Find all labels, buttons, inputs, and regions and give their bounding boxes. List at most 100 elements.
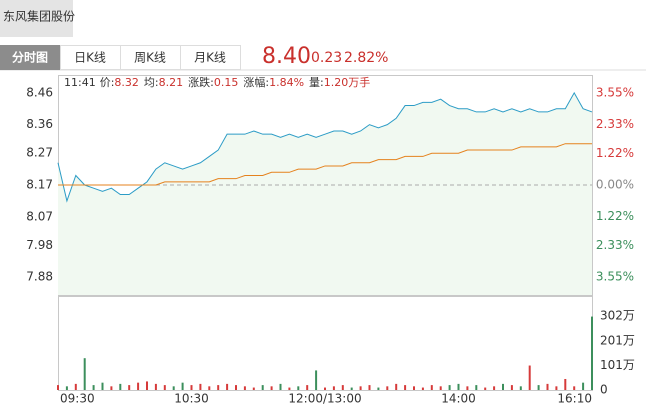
volume-bar — [324, 387, 326, 390]
volume-bar — [261, 385, 264, 390]
y-tick-label: 7.98 — [26, 238, 53, 252]
volume-bar — [350, 387, 353, 390]
volume-bar — [92, 385, 95, 390]
volume-bar — [137, 382, 140, 390]
info-value: 8.21 — [159, 76, 184, 89]
volume-bar — [466, 386, 469, 390]
tab-label[interactable]: 日K线 — [74, 51, 106, 65]
volume-bar — [288, 387, 291, 390]
y2-tick-label: 1.22% — [596, 146, 634, 160]
volume-bar — [154, 383, 157, 390]
volume-bar — [57, 385, 59, 390]
volume-bar — [74, 383, 77, 390]
info-line: 11:41 价:8.32 均:8.21 涨跌:0.15 涨幅:1.84% 量:1.20万手 — [64, 75, 370, 89]
info-label: 涨跌: — [188, 75, 214, 89]
info-value: 1.84% — [269, 76, 304, 89]
x-tick-label: 09:30 — [60, 392, 95, 406]
volume-bar — [591, 316, 593, 390]
volume-bar — [537, 385, 540, 390]
volume-tick-label: 302万 — [600, 309, 635, 323]
volume-bar — [306, 385, 309, 390]
x-tick-label: 12:00/13:00 — [288, 392, 361, 406]
info-time: 11:41 — [64, 76, 96, 89]
volume-bar — [510, 385, 513, 390]
y2-tick-label: 2.33% — [596, 238, 634, 252]
volume-bar — [519, 386, 522, 390]
y-tick-label: 8.36 — [26, 117, 53, 131]
volume-bar — [101, 382, 104, 390]
volume-bar — [564, 378, 567, 390]
y2-tick-label: 2.33% — [596, 117, 634, 131]
info-label: 涨幅: — [243, 76, 269, 89]
tab[interactable] — [0, 45, 60, 70]
volume-tick-label: 101万 — [600, 358, 635, 372]
volume-bar — [65, 386, 68, 390]
price-change: 0.23 — [311, 50, 342, 66]
volume-bar — [457, 383, 460, 390]
volume-bar — [163, 385, 166, 390]
volume-bar — [368, 385, 371, 390]
volume-bar — [235, 385, 237, 390]
tab[interactable] — [120, 45, 181, 70]
y2-tick-label: 0.00% — [596, 177, 634, 191]
x-tick-label: 10:30 — [174, 392, 209, 406]
info-value: 0.15 — [214, 76, 239, 89]
volume-bar — [146, 381, 148, 390]
price-line — [57, 91, 593, 203]
price-area — [58, 92, 592, 295]
volume-bar — [546, 383, 549, 390]
x-tick-label: 16:10 — [557, 392, 592, 406]
info-value: 8.32 — [114, 76, 139, 89]
info-label: 均: — [144, 76, 159, 89]
y-tick-label: 8.46 — [26, 85, 53, 99]
volume-bar — [297, 386, 300, 390]
y-tick-label: 8.17 — [26, 178, 53, 192]
volume-bar — [199, 383, 202, 390]
volume-tick-label: 201万 — [600, 333, 635, 347]
tab-label[interactable]: 周K线 — [134, 51, 166, 65]
volume-bar — [573, 386, 576, 390]
stock-name: 东风集团股份 — [3, 9, 75, 24]
volume-bar — [270, 386, 273, 390]
volume-bar — [226, 383, 229, 390]
volume-bar — [359, 386, 362, 390]
y2-tick-label: 3.55% — [596, 85, 634, 99]
volume-bar — [448, 385, 451, 390]
volume-bar — [582, 382, 585, 390]
current-price: 8.40 — [262, 44, 311, 69]
info-label: 量: — [309, 76, 324, 89]
volume-bar — [404, 385, 407, 390]
info-label: 价: — [100, 76, 115, 89]
y-tick-label: 8.07 — [26, 209, 53, 223]
price-change-pct: 2.82% — [344, 50, 388, 66]
volume-bar — [252, 387, 255, 390]
volume-bar — [279, 383, 282, 390]
volume-bar — [555, 386, 558, 390]
stock-tab[interactable] — [0, 0, 73, 37]
volume-bar — [528, 365, 531, 390]
tab[interactable] — [180, 45, 241, 70]
volume-bar — [315, 370, 318, 390]
volume-bar — [377, 387, 380, 390]
volume-tick-label: 0 — [600, 383, 608, 397]
volume-bar — [110, 386, 113, 390]
volume-bar — [493, 386, 496, 390]
y-tick-label: 7.88 — [26, 270, 53, 284]
volume-bar — [484, 387, 487, 390]
volume-bar — [430, 385, 433, 390]
volume-bar — [181, 382, 184, 390]
volume-bar — [439, 386, 442, 390]
tab[interactable] — [60, 45, 121, 70]
volume-bar — [128, 385, 131, 390]
volume-bar — [413, 386, 415, 390]
volume-bar — [395, 383, 398, 390]
average-line — [58, 143, 592, 186]
volume-bar — [190, 385, 193, 390]
y2-tick-label: 1.22% — [596, 209, 634, 223]
volume-bar — [475, 385, 478, 390]
volume-frame — [58, 296, 593, 391]
volume-bar — [119, 383, 122, 390]
tab-label[interactable]: 月K线 — [194, 51, 226, 65]
tab-label[interactable]: 分时图 — [12, 50, 48, 65]
